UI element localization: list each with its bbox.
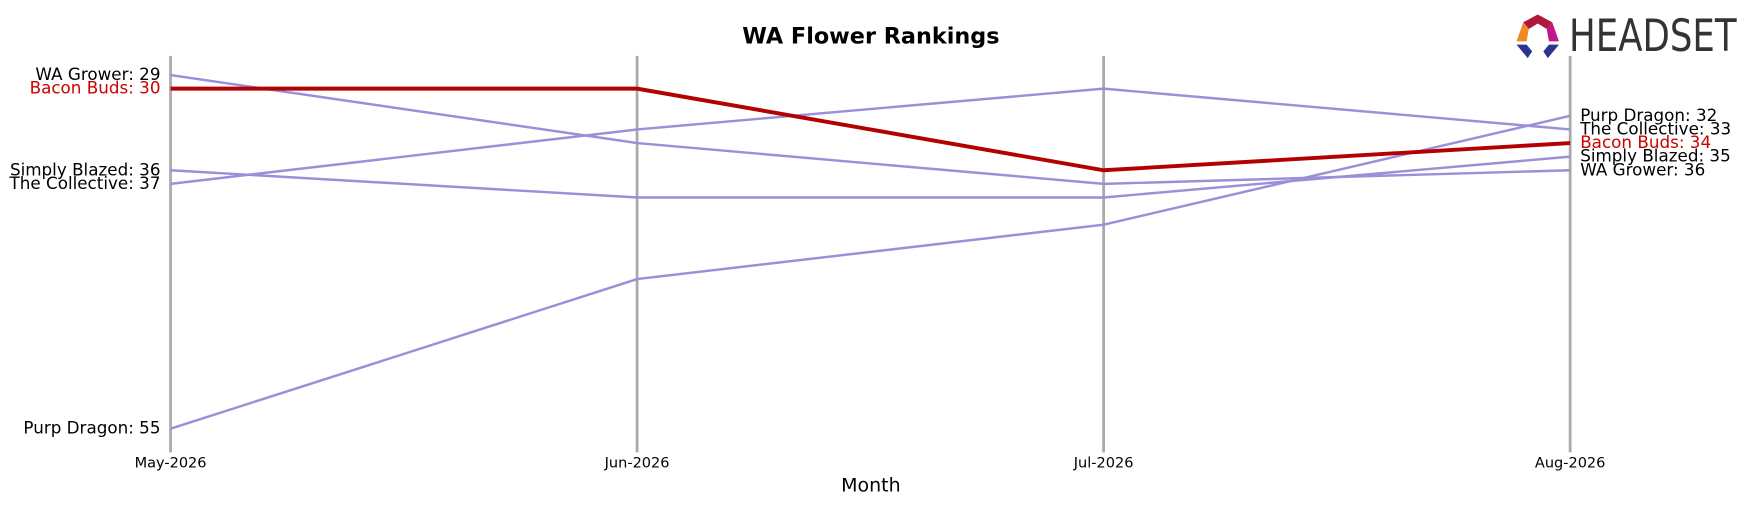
data-label: Simply Blazed: 36: [10, 159, 161, 179]
data-label: The Collective: 33: [1579, 118, 1731, 138]
data-label: The Collective: 37: [9, 173, 161, 193]
data-label: Bacon Buds: 34: [1580, 132, 1711, 152]
x-tick-label: Jun-2026: [604, 456, 670, 472]
x-axis-label: Month: [841, 474, 900, 496]
logo-icon: [1546, 22, 1559, 42]
data-label: Purp Dragon: 32: [1580, 105, 1717, 125]
series-line: [170, 87, 1571, 186]
logo-text: HEADSET: [1569, 10, 1737, 62]
logo-icon: [1543, 44, 1559, 59]
logo-icon: [1523, 14, 1553, 30]
data-label: Bacon Buds: 30: [30, 78, 161, 98]
data-label: Purp Dragon: 55: [23, 418, 160, 438]
chart-title: WA Flower Rankings: [742, 23, 999, 49]
series-line: [170, 114, 1571, 430]
data-label: Simply Blazed: 35: [1580, 146, 1731, 166]
logo-icon: [1516, 44, 1533, 59]
data-label: WA Grower: 36: [1580, 159, 1705, 179]
x-tick-label: Aug-2026: [1535, 456, 1606, 472]
data-label: WA Grower: 29: [35, 64, 160, 84]
x-tick-label: May-2026: [135, 456, 207, 472]
series-line: [170, 155, 1571, 199]
highlight-line: [170, 86, 1571, 173]
logo-icon: [1516, 22, 1529, 42]
logo: HEADSET: [1516, 10, 1737, 62]
x-tick-label: Jul-2026: [1073, 456, 1134, 472]
